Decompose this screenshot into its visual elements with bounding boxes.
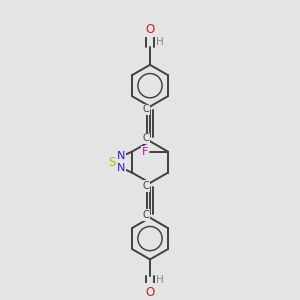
Text: C: C — [143, 210, 150, 220]
Text: H: H — [156, 37, 164, 47]
Text: F: F — [142, 147, 148, 157]
Text: S: S — [108, 156, 116, 169]
Text: H: H — [156, 275, 164, 286]
Text: N: N — [117, 151, 125, 161]
Text: O: O — [146, 23, 154, 36]
Text: O: O — [146, 286, 154, 299]
Text: C: C — [143, 104, 150, 114]
Text: C: C — [143, 181, 150, 191]
Text: N: N — [117, 163, 125, 173]
Text: C: C — [143, 134, 150, 143]
